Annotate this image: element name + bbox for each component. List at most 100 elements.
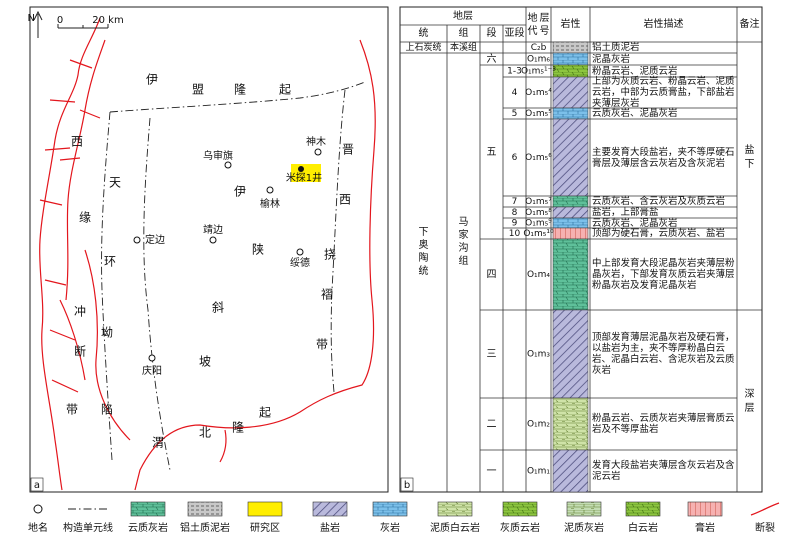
code: O₁m₅¹⁰ xyxy=(523,229,554,239)
code: O₁m₅⁴ xyxy=(525,88,552,98)
header: 地层代号 xyxy=(528,11,550,37)
code: O₁m₅⁶ xyxy=(525,153,552,163)
scale-label: 0 xyxy=(57,15,63,26)
description: 顶部发育薄层泥晶灰岩及硬石膏，以盐岩为主，夹不等厚粉晶白云岩、泥晶白云岩、含泥灰… xyxy=(592,332,735,376)
submember: 8 xyxy=(512,208,518,218)
description: 云质灰岩、泥晶灰岩 xyxy=(592,108,678,119)
well-dot xyxy=(298,166,304,172)
place-name: 庆阳 xyxy=(142,364,162,377)
place-name: 靖边 xyxy=(203,223,223,236)
legend-label: 泥质灰岩 xyxy=(564,521,604,534)
faults xyxy=(39,17,376,491)
legend-label: 构造单元线 xyxy=(63,521,113,534)
header: 段 xyxy=(487,26,497,39)
header: 备注 xyxy=(740,17,760,30)
member: 五 xyxy=(487,147,497,158)
place-name: 神木 xyxy=(306,135,326,148)
lithology xyxy=(552,195,589,208)
panel-label: b xyxy=(404,480,410,491)
submember: 5 xyxy=(512,109,518,119)
description: 发育大段盐岩夹薄层含灰云岩及含泥云岩 xyxy=(592,460,735,482)
legend-icon xyxy=(687,501,723,517)
submember: 7 xyxy=(512,197,518,207)
lithology xyxy=(552,64,589,78)
legend-icon xyxy=(187,501,223,517)
description: 主要发育大段盐岩，夹不等厚硬石膏层及薄层含云灰岩及含灰泥岩 xyxy=(592,146,735,169)
header: 岩性描述 xyxy=(644,17,684,30)
submember: 10 xyxy=(509,229,521,239)
lithology xyxy=(552,227,589,240)
legend-icon xyxy=(437,501,473,517)
legend-label: 灰质云岩 xyxy=(500,521,540,534)
code: O₁m₂ xyxy=(527,420,550,430)
legend-icon xyxy=(625,501,661,517)
series: 下奥陶统 xyxy=(419,227,429,277)
lithology xyxy=(552,118,589,197)
description: 盐岩，上部膏盐 xyxy=(592,207,659,218)
description: 粉晶云岩、泥质云岩 xyxy=(592,65,678,77)
legend-label: 白云岩 xyxy=(628,521,658,534)
submember: 6 xyxy=(512,153,518,163)
legend-label: 地名 xyxy=(28,521,48,534)
lithology xyxy=(552,217,589,229)
code: O₁m₁ xyxy=(527,467,550,477)
header: 岩性 xyxy=(561,17,581,30)
place-marker xyxy=(314,148,322,156)
panel-box xyxy=(400,477,414,492)
legend-label: 铝土质泥岩 xyxy=(180,521,230,534)
legend-icon xyxy=(130,501,166,517)
place-marker xyxy=(296,248,304,256)
submember: 4 xyxy=(512,88,518,98)
place-marker xyxy=(148,354,156,362)
legend-label: 断裂 xyxy=(755,521,775,534)
panel-label: a xyxy=(34,480,40,491)
member: 四 xyxy=(487,270,497,281)
legend-label: 泥质白云岩 xyxy=(430,521,480,534)
lithology xyxy=(552,449,589,493)
code: O₁m₅⁵ xyxy=(525,109,552,119)
submember: 9 xyxy=(512,219,518,229)
structural-boundaries xyxy=(101,81,366,471)
code: O₁m₆ xyxy=(527,55,550,65)
lithology xyxy=(552,238,589,311)
code: O₁m₅¹⁻³ xyxy=(521,67,556,77)
description: 泥晶灰岩 xyxy=(592,53,631,65)
legend-label: 研究区 xyxy=(250,521,280,534)
submember: 1-3 xyxy=(507,67,522,77)
code: O₁m₅⁹ xyxy=(525,219,552,229)
legend-icon xyxy=(372,501,408,517)
legend-label: 盐岩 xyxy=(320,521,340,534)
remark: 盐下 xyxy=(745,143,755,170)
lithology xyxy=(552,206,589,219)
panel-box xyxy=(30,477,44,492)
member: 一 xyxy=(487,466,497,477)
north-label: N xyxy=(28,13,35,24)
legend-label: 云质灰岩 xyxy=(128,521,168,534)
member: 六 xyxy=(487,53,497,65)
description: 上部为灰质云岩、粉晶云岩、泥质云岩，中部为云质膏盐，下部盐岩夹薄层灰岩 xyxy=(592,76,735,109)
code: C₂b xyxy=(531,43,547,53)
lithology xyxy=(552,52,589,66)
lithology xyxy=(552,41,589,54)
legend-icon xyxy=(247,501,283,517)
member: 三 xyxy=(487,349,497,360)
lithology xyxy=(552,76,589,109)
place-marker xyxy=(209,236,217,244)
place-name: 榆林 xyxy=(260,197,280,210)
scale-label: 20 km xyxy=(92,15,123,26)
series: 上石炭统 xyxy=(405,41,441,53)
place-name: 定边 xyxy=(145,233,165,246)
north-arrow xyxy=(33,10,43,38)
header: 统 xyxy=(419,26,429,39)
remark: 深层 xyxy=(745,388,755,414)
code: O₁m₃ xyxy=(527,350,550,360)
lithology xyxy=(552,309,589,399)
place-marker xyxy=(266,186,274,194)
formation: 本溪组 xyxy=(450,41,477,53)
header: 组 xyxy=(459,26,469,39)
legend-icon xyxy=(750,502,780,516)
description: 顶部为硬石膏，云质灰岩、盐岩 xyxy=(592,228,726,239)
legend-icon xyxy=(33,504,43,514)
lithology xyxy=(552,397,589,451)
scale-bar xyxy=(57,24,109,29)
